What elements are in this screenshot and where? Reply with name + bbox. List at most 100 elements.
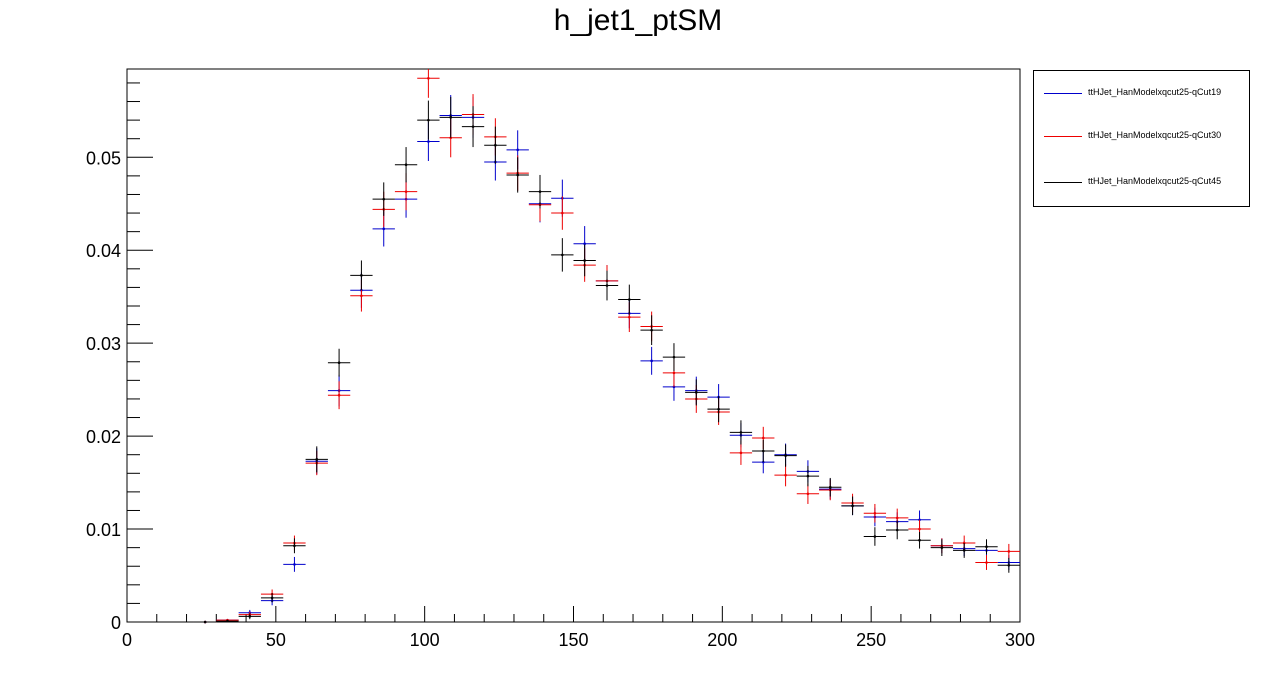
marker [360, 274, 363, 277]
marker [360, 294, 363, 298]
marker [427, 76, 430, 80]
data-point [551, 238, 574, 272]
data-point [283, 538, 306, 554]
data-point [640, 346, 663, 375]
data-point [618, 284, 641, 315]
data-point [863, 503, 887, 523]
data-point [327, 381, 351, 410]
marker [382, 227, 386, 231]
series-1 [193, 69, 1020, 624]
marker [806, 474, 810, 478]
data-point [216, 619, 239, 623]
data-point [841, 496, 864, 516]
data-point [238, 613, 261, 620]
x-tick-label: 300 [1005, 630, 1035, 650]
data-point [863, 527, 887, 546]
x-tick-label: 100 [410, 630, 440, 650]
data-point [327, 348, 351, 377]
marker [248, 615, 252, 618]
marker [761, 449, 765, 453]
marker [628, 298, 631, 301]
legend-swatch-qcut30 [1044, 136, 1082, 137]
data-point [975, 555, 998, 570]
data-point [506, 157, 529, 193]
marker [918, 527, 921, 531]
y-tick-label: 0 [111, 613, 121, 633]
data-point [439, 96, 462, 138]
marker [806, 492, 810, 496]
data-point [707, 396, 730, 423]
data-point [774, 464, 797, 487]
marker [605, 284, 609, 287]
marker [918, 538, 921, 542]
marker [494, 143, 497, 147]
legend-swatch-qcut45 [1044, 182, 1082, 183]
marker [1007, 550, 1011, 553]
data-point [283, 556, 306, 572]
data-point [886, 520, 909, 540]
data-point [908, 531, 931, 549]
y-tick-label: 0.05 [86, 148, 121, 168]
marker [940, 546, 944, 549]
data-point [573, 244, 596, 277]
marker [516, 148, 519, 152]
marker [382, 197, 386, 201]
x-tick-label: 250 [856, 630, 886, 650]
data-point [417, 69, 440, 98]
legend-label-qcut19: ttHJet_HanModelxqcut25-qCut19 [1088, 87, 1222, 97]
data-point [685, 379, 708, 406]
marker [337, 361, 341, 364]
data-point [595, 270, 619, 301]
marker [985, 545, 988, 549]
data-point [484, 126, 507, 164]
marker [516, 173, 519, 177]
y-tick-label: 0.01 [86, 520, 121, 540]
data-point [551, 196, 574, 230]
data-point [729, 440, 753, 465]
data-point [930, 539, 954, 557]
legend: ttHJet_HanModelxqcut25-qCut19 ttHJet_Han… [1033, 70, 1250, 207]
marker [583, 242, 586, 246]
data-point [260, 593, 284, 603]
chart-title: h_jet1_ptSM [553, 4, 723, 37]
data-point [417, 100, 440, 140]
marker [427, 140, 430, 143]
x-tick-label: 150 [558, 630, 588, 650]
marker [962, 549, 966, 552]
marker [293, 544, 296, 548]
marker [650, 359, 653, 363]
marker [851, 504, 854, 508]
data-point [774, 444, 797, 467]
data-point [528, 174, 552, 209]
marker [985, 561, 988, 564]
marker [404, 163, 408, 167]
y-tick-label: 0.04 [86, 241, 121, 261]
marker [873, 535, 877, 538]
data-point [819, 477, 842, 497]
series-0 [193, 95, 1020, 624]
legend-label-qcut30: ttHJet_HanModelxqcut25-qCut30 [1088, 130, 1222, 140]
legend-entry-qcut45: ttHJet_HanModelxqcut25-qCut45 [1034, 173, 1249, 193]
marker [561, 253, 564, 257]
data-point [729, 420, 753, 445]
marker [717, 407, 720, 411]
marker [895, 516, 899, 520]
data-point [975, 539, 998, 555]
marker [739, 451, 743, 455]
marker [628, 315, 631, 319]
data-point [372, 182, 395, 216]
data-point [305, 446, 328, 473]
marker [538, 190, 542, 193]
data-point [796, 465, 820, 487]
data-point [662, 343, 686, 372]
marker [672, 355, 676, 359]
data-series [193, 69, 1020, 624]
axis-ticks [126, 82, 1021, 623]
marker [449, 116, 453, 119]
data-point [796, 483, 820, 504]
marker [226, 619, 229, 623]
x-tick-label: 200 [707, 630, 737, 650]
legend-swatch-qcut19 [1044, 93, 1082, 94]
legend-entry-qcut30: ttHJet_HanModelxqcut25-qCut30 [1034, 127, 1249, 147]
